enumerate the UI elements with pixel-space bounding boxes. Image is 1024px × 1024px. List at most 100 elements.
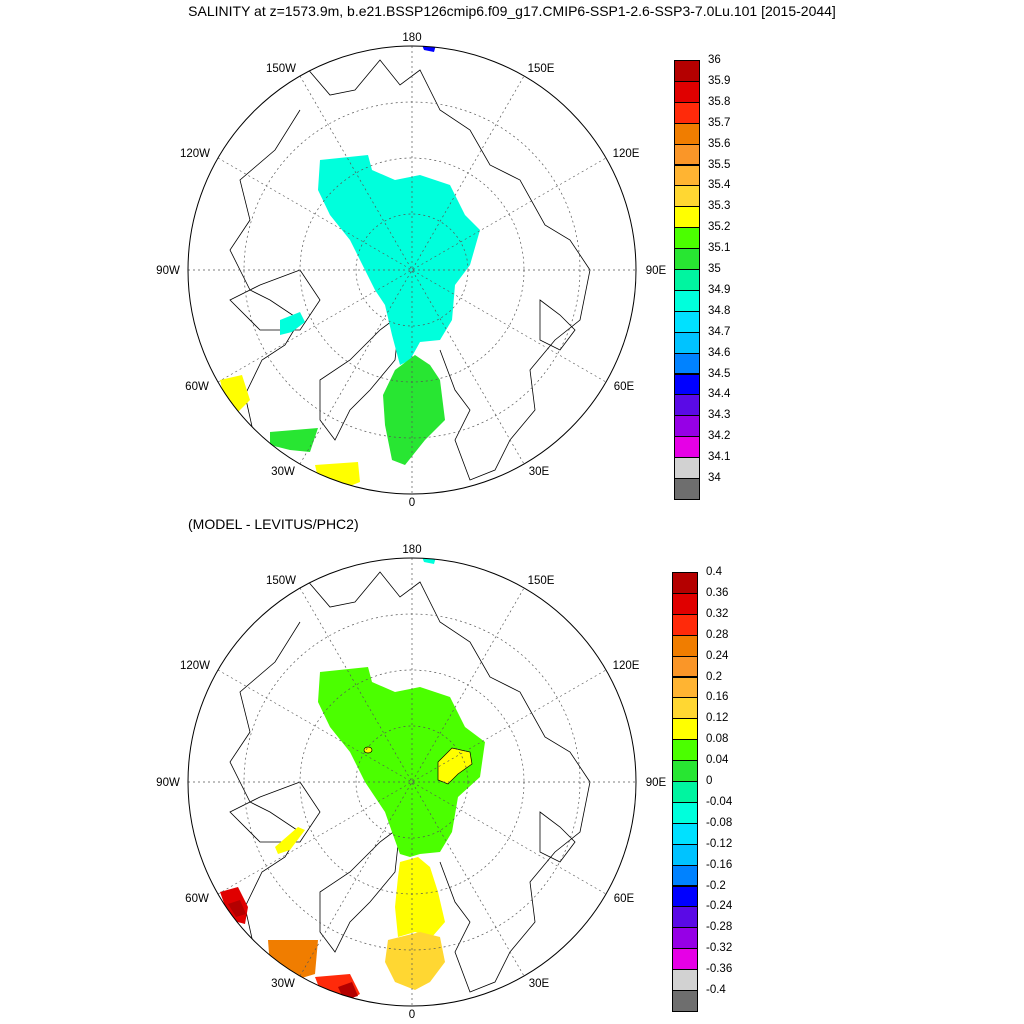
- colorbar-swatch: [672, 906, 698, 929]
- colorbar-swatch: [672, 781, 698, 803]
- figure-title: SALINITY at z=1573.9m, b.e21.BSSP126cmip…: [188, 3, 836, 19]
- lon-label-30w: 30W: [271, 978, 295, 990]
- colorbar-label: -0.04: [706, 795, 733, 808]
- colorbar-label: 34.8: [708, 304, 731, 317]
- colorbar-label: 0.08: [706, 733, 729, 746]
- colorbar-label: 34.5: [708, 367, 731, 380]
- lon-label-150w: 150W: [266, 63, 296, 75]
- colorbar-label: 34.6: [708, 346, 731, 359]
- colorbar-swatch: [674, 80, 700, 103]
- colorbar-swatch: [674, 248, 700, 270]
- colorbar-label: 0.28: [706, 628, 729, 641]
- salinity-polar-map: 180 0 90W 90E 150W 120W 60W 30W 150E 120…: [156, 32, 666, 509]
- colorbar-label: 0.12: [706, 712, 729, 725]
- lon-label-90e: 90E: [646, 265, 667, 277]
- graticule: [188, 46, 636, 494]
- colorbar-swatch: [674, 457, 700, 479]
- colorbar-swatch: [674, 415, 700, 438]
- colorbar-label: -0.28: [706, 921, 733, 934]
- colorbar-label: 34.7: [708, 325, 731, 338]
- colorbar-label: 35.7: [708, 116, 731, 129]
- colorbar-label: 34.4: [708, 388, 731, 401]
- colorbar-label: 0.24: [706, 649, 729, 662]
- colorbar-swatch: [672, 948, 698, 971]
- colorbar-swatch: [672, 697, 698, 720]
- map-boundary: [187, 45, 637, 495]
- colorbar-swatch: [674, 206, 700, 229]
- colorbar-label: 34: [708, 472, 721, 484]
- colorbar-swatch: [674, 227, 700, 250]
- colorbar-label: -0.32: [706, 942, 733, 955]
- colorbar-label: 0.4: [706, 566, 722, 578]
- lon-label-120e: 120E: [613, 148, 640, 160]
- colorbar-swatch: [674, 164, 700, 187]
- lon-label-60w: 60W: [185, 893, 209, 905]
- lon-label-30e: 30E: [529, 978, 550, 990]
- colorbar-swatch: [674, 60, 700, 82]
- colorbar-swatch: [672, 718, 698, 741]
- colorbar-swatch: [674, 185, 700, 208]
- map-boundary: [187, 557, 637, 1007]
- colorbar-swatch: [674, 436, 700, 459]
- colorbar-label: 35.3: [708, 200, 731, 213]
- colorbar-swatch: [672, 592, 698, 615]
- colorbar-label: -0.24: [706, 900, 733, 913]
- lon-label-60w: 60W: [185, 381, 209, 393]
- colorbar-label: -0.36: [706, 963, 733, 976]
- colorbar-swatch: [672, 634, 698, 657]
- colorbar-swatch: [672, 885, 698, 908]
- colorbar-swatch: [672, 969, 698, 991]
- colorbar-swatch: [672, 613, 698, 636]
- colorbar-label: -0.12: [706, 837, 733, 850]
- colorbar-label: 0.32: [706, 607, 729, 620]
- colorbar-swatch: [672, 801, 698, 824]
- colorbar-swatch: [672, 927, 698, 950]
- colorbar-swatch: [674, 352, 700, 375]
- colorbar-swatch: [674, 394, 700, 417]
- difference-subtitle: (MODEL - LEVITUS/PHC2): [188, 516, 359, 532]
- lon-label-0: 0: [409, 497, 415, 509]
- colorbar-label: 0.16: [706, 691, 729, 704]
- lon-label-150e: 150E: [528, 575, 555, 587]
- lon-label-150e: 150E: [528, 63, 555, 75]
- colorbar-swatch: [672, 990, 698, 1012]
- colorbar-swatch: [674, 478, 700, 500]
- lon-label-120w: 120W: [180, 660, 210, 672]
- lon-label-120e: 120E: [613, 660, 640, 672]
- colorbar-label: 35.2: [708, 221, 731, 234]
- colorbar-swatch: [672, 572, 698, 594]
- colorbar-swatch: [672, 676, 698, 699]
- colorbar-label: 34.2: [708, 430, 731, 443]
- colorbar-label: 0.04: [706, 754, 729, 767]
- colorbar-label: 0.36: [706, 586, 729, 599]
- colorbar-swatch: [674, 143, 700, 166]
- longitude-labels: 180 0 90W 90E 150W 120W 60W 30W 150E 120…: [156, 32, 666, 509]
- lon-label-180: 180: [402, 32, 421, 44]
- colorbar-swatch: [672, 739, 698, 762]
- colorbar-label: -0.08: [706, 816, 733, 829]
- colorbar-label: 34.1: [708, 451, 731, 464]
- difference-polar-map: 180 0 90W 90E 150W 120W 60W 30W 150E 120…: [156, 544, 666, 1021]
- colorbar-swatch: [674, 331, 700, 354]
- colorbar-swatch: [674, 289, 700, 312]
- colorbar-swatch: [674, 373, 700, 396]
- colorbar-swatch: [674, 101, 700, 124]
- colorbar-swatch: [674, 269, 700, 291]
- colorbar-label: 35.5: [708, 158, 731, 171]
- colorbar-label: 35.1: [708, 242, 731, 255]
- lon-label-90w: 90W: [156, 265, 180, 277]
- colorbar-label: -0.4: [706, 984, 726, 996]
- colorbar-label: 34.3: [708, 409, 731, 422]
- lon-label-30w: 30W: [271, 466, 295, 478]
- salinity-colorbar: 36 35.9 35.8 35.7 35.6 35.5 35.4 35.3 35.2 35.1 35…: [674, 54, 764, 500]
- longitude-labels: 180 0 90W 90E 150W 120W 60W 30W 150E 120…: [156, 544, 666, 1021]
- colorbar-label: 0: [706, 775, 713, 787]
- colorbar-label: 35.4: [708, 179, 731, 192]
- colorbar-label: 36: [708, 54, 721, 66]
- colorbar-swatch: [672, 760, 698, 782]
- colorbar-swatch: [672, 843, 698, 866]
- lon-label-30e: 30E: [529, 466, 550, 478]
- difference-field: [220, 558, 485, 1002]
- lon-label-0: 0: [409, 1009, 415, 1021]
- colorbar-label: 35.9: [708, 74, 731, 87]
